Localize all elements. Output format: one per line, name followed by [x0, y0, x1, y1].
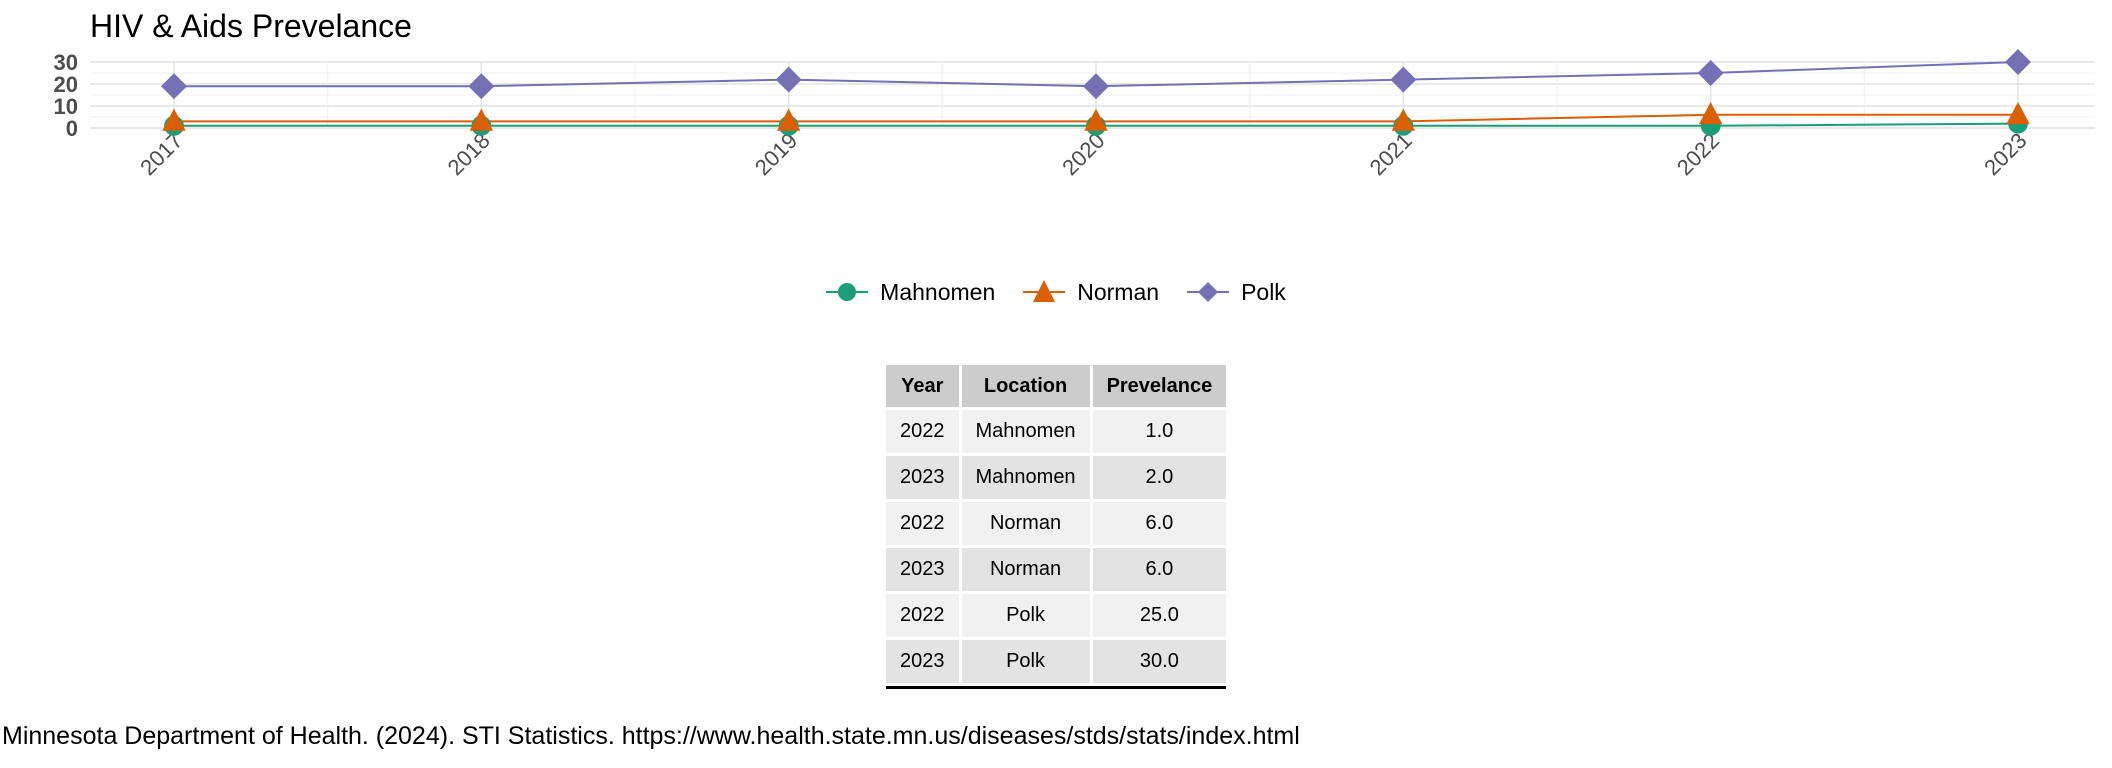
legend-key-circle-icon [826, 283, 869, 301]
table-header-row: Year Location Prevelance [886, 365, 1227, 407]
data-point [1391, 108, 1416, 131]
data-point [1390, 66, 1417, 93]
table-cell-year: 2023 [886, 548, 959, 591]
x-tick-label: 2021 [1365, 128, 1417, 180]
y-tick-label: 30 [54, 50, 78, 75]
data-point [469, 108, 494, 131]
data-point [162, 108, 186, 131]
x-tick-label: 2022 [1672, 128, 1724, 180]
legend-key-triangle-icon [1023, 280, 1066, 302]
table-bottom-rule [886, 686, 1227, 689]
source-citation: Minnesota Department of Health. (2024). … [2, 722, 1300, 750]
y-tick-label: 10 [54, 94, 78, 119]
table-header-prevelance: Prevelance [1092, 365, 1227, 407]
table-cell-year: 2022 [886, 594, 959, 637]
table-cell-prevelance: 25.0 [1092, 594, 1227, 637]
table-cell-location: Mahnomen [961, 410, 1090, 453]
legend-label: Mahnomen [880, 278, 996, 305]
data-point [1084, 108, 1108, 131]
chart-title: HIV & Aids Prevelance [90, 8, 412, 44]
data-point [1698, 101, 1723, 125]
legend-item-mahnomen: Mahnomen [826, 278, 995, 306]
data-point [2006, 101, 2030, 125]
table-cell-location: Norman [961, 548, 1090, 591]
table-cell-location: Mahnomen [961, 456, 1090, 499]
table-cell-year: 2023 [886, 640, 959, 683]
table-cell-year: 2022 [886, 410, 959, 453]
legend-label: Polk [1241, 278, 1286, 305]
table-row: 2022 Mahnomen 1.0 [886, 410, 1227, 453]
y-tick-label: 0 [66, 116, 78, 141]
table-cell-prevelance: 6.0 [1092, 502, 1227, 545]
table-row: 2022 Polk 25.0 [886, 594, 1227, 637]
table-cell-prevelance: 2.0 [1092, 456, 1227, 499]
x-tick-label: 2018 [443, 128, 495, 180]
legend-key-diamond-icon [1187, 282, 1230, 302]
x-tick-label: 2019 [750, 128, 802, 180]
legend-item-norman: Norman [1023, 278, 1159, 306]
chart-legend: Mahnomen Norman Polk [0, 278, 2112, 306]
table-cell-year: 2022 [886, 502, 959, 545]
data-point [2005, 49, 2031, 75]
data-point [161, 73, 187, 100]
x-tick-label: 2023 [1979, 128, 2031, 180]
table-cell-prevelance: 30.0 [1092, 640, 1227, 683]
table-cell-location: Norman [961, 502, 1090, 545]
table-header-location: Location [961, 365, 1090, 407]
data-point [1083, 73, 1109, 100]
y-tick-label: 20 [54, 72, 78, 97]
table-row: 2023 Polk 30.0 [886, 640, 1227, 683]
legend-item-polk: Polk [1187, 278, 1286, 306]
legend-label: Norman [1077, 278, 1160, 305]
data-point [776, 108, 801, 131]
data-table: Year Location Prevelance 2022 Mahnomen 1.0… [883, 362, 1229, 689]
table-cell-year: 2023 [886, 456, 959, 499]
table-row: 2023 Mahnomen 2.0 [886, 456, 1227, 499]
table-row: 2022 Norman 6.0 [886, 502, 1227, 545]
table-cell-prevelance: 6.0 [1092, 548, 1227, 591]
table-cell-prevelance: 1.0 [1092, 410, 1227, 453]
table-cell-location: Polk [961, 594, 1090, 637]
x-tick-label: 2020 [1057, 128, 1109, 180]
data-point [775, 66, 802, 93]
data-point [1697, 60, 1724, 86]
table-cell-location: Polk [961, 640, 1090, 683]
table-row: 2023 Norman 6.0 [886, 548, 1227, 591]
x-tick-label: 2017 [135, 128, 187, 180]
data-point [468, 73, 495, 100]
table-header-year: Year [886, 365, 959, 407]
